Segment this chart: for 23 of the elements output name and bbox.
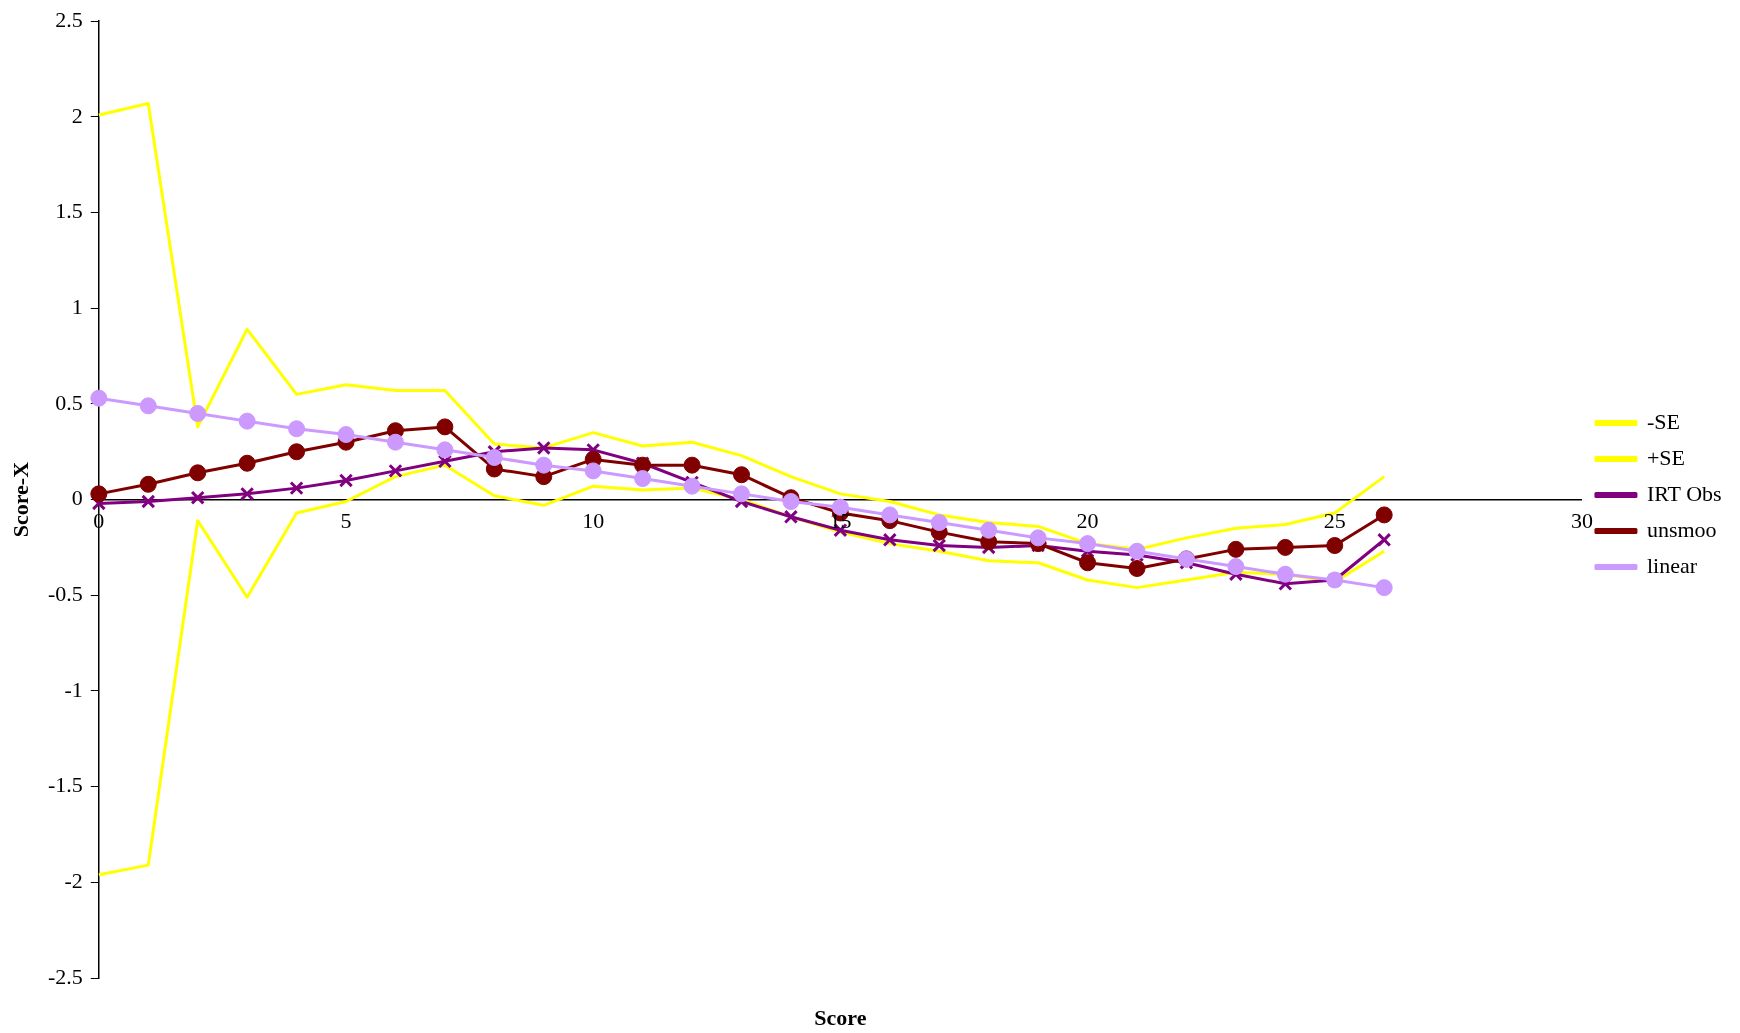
legend-label: IRT Obs (1646, 480, 1722, 506)
x-axis-title: Score (814, 1004, 867, 1030)
y-tick-label: -0.5 (48, 581, 83, 607)
y-tick-label: -2.5 (48, 963, 83, 989)
y-tick-label: 0 (71, 485, 83, 511)
x-tick-label: 25 (1323, 508, 1346, 534)
y-tick-label: 1 (71, 294, 83, 320)
x-tick-label: 5 (340, 508, 352, 534)
legend-label: linear (1646, 552, 1698, 578)
y-tick-label: -2 (64, 868, 83, 894)
y-axis-title: Score-X (7, 461, 33, 538)
y-tick-label: 2 (71, 102, 83, 128)
y-tick-label: -1 (64, 676, 83, 702)
x-tick-label: 30 (1570, 508, 1593, 534)
y-tick-label: 2.5 (55, 6, 83, 32)
x-tick-label: 20 (1076, 508, 1099, 534)
legend-label: unsmoo (1646, 516, 1717, 542)
legend-label: -SE (1646, 408, 1680, 434)
y-tick-label: 1.5 (55, 198, 83, 224)
legend-label: +SE (1646, 444, 1686, 470)
y-tick-label: -1.5 (48, 772, 83, 798)
y-tick-label: 0.5 (55, 389, 83, 415)
x-tick-label: 10 (582, 508, 605, 534)
